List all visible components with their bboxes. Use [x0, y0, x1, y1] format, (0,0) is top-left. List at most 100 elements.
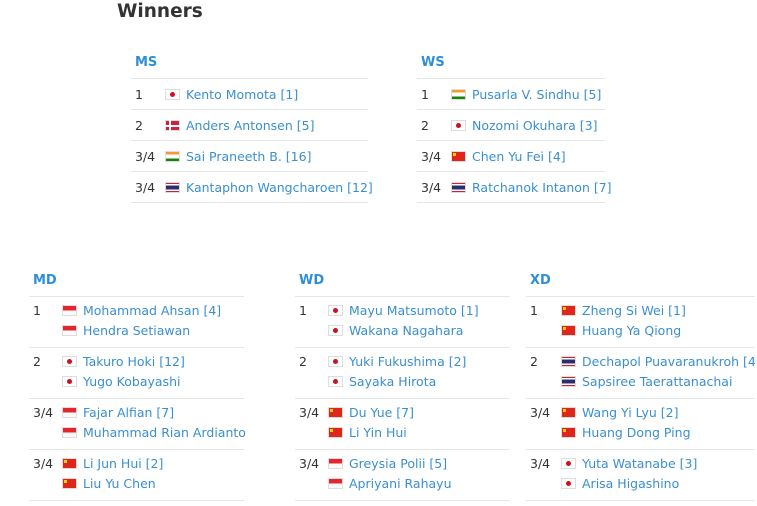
player-link[interactable]: Nozomi Okuhara [3] — [472, 118, 598, 133]
event-table-ws: WS 1 Pusarla V. Sindhu [5] 2 Nozomi Okuhara … — [417, 50, 612, 203]
flag-id-icon — [62, 325, 77, 336]
table-row: 1 Mohammad Ahsan [4] Hendra Setiawan — [29, 297, 244, 348]
player: Yuki Fukushima [2] — [328, 354, 466, 369]
flag-id-icon — [328, 478, 343, 489]
table-row: 1 Kento Momota [1] — [131, 79, 368, 110]
rank: 2 — [135, 118, 143, 133]
player: Mayu Matsumoto [1] — [328, 303, 479, 318]
player-link[interactable]: Wang Yi Lyu [2] — [582, 405, 679, 420]
player: Anders Antonsen [5] — [165, 118, 314, 133]
player: Pusarla V. Sindhu [5] — [451, 87, 601, 102]
flag-cn-icon — [561, 407, 576, 418]
rank: 1 — [33, 303, 41, 318]
player-link[interactable]: Pusarla V. Sindhu [5] — [472, 87, 602, 102]
flag-id-icon — [62, 305, 77, 316]
rank: 1 — [421, 87, 429, 102]
player: Huang Dong Ping — [561, 425, 691, 440]
player: Huang Ya Qiong — [561, 323, 681, 338]
player-link[interactable]: Yugo Kobayashi — [83, 374, 181, 389]
player-link[interactable]: Takuro Hoki [12] — [83, 354, 185, 369]
table-row: 3/4 Li Jun Hui [2] Liu Yu Chen — [29, 450, 244, 501]
player-link[interactable]: Ratchanok Intanon [7] — [472, 180, 612, 195]
flag-jp-icon — [62, 356, 77, 367]
player: Yuta Watanabe [3] — [561, 456, 697, 471]
flag-id-icon — [62, 407, 77, 418]
player-link[interactable]: Fajar Alfian [7] — [83, 405, 175, 420]
player: Sapsiree Taerattanachai — [561, 374, 732, 389]
rank: 1 — [530, 303, 538, 318]
player-link[interactable]: Kento Momota [1] — [186, 87, 299, 102]
flag-jp-icon — [62, 376, 77, 387]
player-link[interactable]: Muhammad Rian Ardianto — [83, 425, 246, 440]
player-link[interactable]: Huang Ya Qiong — [582, 323, 682, 338]
player-link[interactable]: Anders Antonsen [5] — [186, 118, 315, 133]
table-row: 3/4 Yuta Watanabe [3] Arisa Higashino — [526, 450, 755, 501]
player: Wang Yi Lyu [2] — [561, 405, 679, 420]
player: Zheng Si Wei [1] — [561, 303, 686, 318]
flag-th-icon — [561, 356, 576, 367]
player: Fajar Alfian [7] — [62, 405, 174, 420]
rank: 2 — [33, 354, 41, 369]
player: Kento Momota [1] — [165, 87, 298, 102]
flag-cn-icon — [62, 478, 77, 489]
player-link[interactable]: Chen Yu Fei [4] — [472, 149, 566, 164]
player: Li Yin Hui — [328, 425, 407, 440]
player: Liu Yu Chen — [62, 476, 156, 491]
player-link[interactable]: Arisa Higashino — [582, 476, 680, 491]
flag-th-icon — [165, 182, 180, 193]
page-title: Winners — [117, 1, 203, 22]
rank: 3/4 — [530, 405, 551, 420]
flag-cn-icon — [451, 151, 466, 162]
event-table-ms: MS 1 Kento Momota [1] 2 Anders Antonsen [5] 3… — [131, 50, 373, 203]
rank: 1 — [299, 303, 307, 318]
rank: 3/4 — [135, 180, 156, 195]
player: Chen Yu Fei [4] — [451, 149, 566, 164]
player: Arisa Higashino — [561, 476, 679, 491]
player-link[interactable]: Zheng Si Wei [1] — [582, 303, 686, 318]
flag-th-icon — [561, 376, 576, 387]
flag-cn-icon — [62, 458, 77, 469]
player: Wakana Nagahara — [328, 323, 463, 338]
player-link[interactable]: Kantaphon Wangcharoen [12] — [186, 180, 373, 195]
flag-jp-icon — [451, 120, 466, 131]
player-link[interactable]: Wakana Nagahara — [349, 323, 464, 338]
event-header: MS — [131, 50, 368, 79]
flag-cn-icon — [561, 325, 576, 336]
player-link[interactable]: Sai Praneeth B. [16] — [186, 149, 312, 164]
rank: 2 — [530, 354, 538, 369]
player-link[interactable]: Li Jun Hui [2] — [83, 456, 164, 471]
player: Du Yue [7] — [328, 405, 414, 420]
player-link[interactable]: Dechapol Puavaranukroh [4] — [582, 354, 757, 369]
player-link[interactable]: Greysia Polii [5] — [349, 456, 448, 471]
table-row: 3/4 Wang Yi Lyu [2] Huang Dong Ping — [526, 399, 755, 450]
table-row: 2 Takuro Hoki [12] Yugo Kobayashi — [29, 348, 244, 399]
player-link[interactable]: Huang Dong Ping — [582, 425, 691, 440]
table-row: 1 Pusarla V. Sindhu [5] — [417, 79, 605, 110]
flag-dk-icon — [165, 120, 180, 131]
flag-id-icon — [328, 458, 343, 469]
table-row: 3/4 Du Yue [7] Li Yin Hui — [295, 399, 510, 450]
player: Sai Praneeth B. [16] — [165, 149, 311, 164]
table-row: 1 Mayu Matsumoto [1] Wakana Nagahara — [295, 297, 510, 348]
player-link[interactable]: Liu Yu Chen — [83, 476, 156, 491]
player-link[interactable]: Yuki Fukushima [2] — [349, 354, 467, 369]
rank: 3/4 — [135, 149, 156, 164]
rank: 3/4 — [33, 405, 54, 420]
flag-jp-icon — [328, 305, 343, 316]
player-link[interactable]: Sapsiree Taerattanachai — [582, 374, 733, 389]
flag-jp-icon — [561, 478, 576, 489]
player-link[interactable]: Apriyani Rahayu — [349, 476, 452, 491]
player-link[interactable]: Sayaka Hirota — [349, 374, 437, 389]
player-link[interactable]: Yuta Watanabe [3] — [582, 456, 698, 471]
player: Sayaka Hirota — [328, 374, 436, 389]
player-link[interactable]: Mayu Matsumoto [1] — [349, 303, 479, 318]
event-header: MD — [29, 268, 244, 297]
player-link[interactable]: Hendra Setiawan — [83, 323, 191, 338]
player-link[interactable]: Li Yin Hui — [349, 425, 407, 440]
event-table-xd: XD 1 Zheng Si Wei [1] Huang Ya Qiong 2 Dechap… — [526, 268, 757, 501]
player: Greysia Polii [5] — [328, 456, 447, 471]
player-link[interactable]: Du Yue [7] — [349, 405, 415, 420]
table-row: 3/4 Sai Praneeth B. [16] — [131, 141, 368, 172]
event-table-wd: WD 1 Mayu Matsumoto [1] Wakana Nagahara 2 Yuk… — [295, 268, 510, 501]
player-link[interactable]: Mohammad Ahsan [4] — [83, 303, 222, 318]
